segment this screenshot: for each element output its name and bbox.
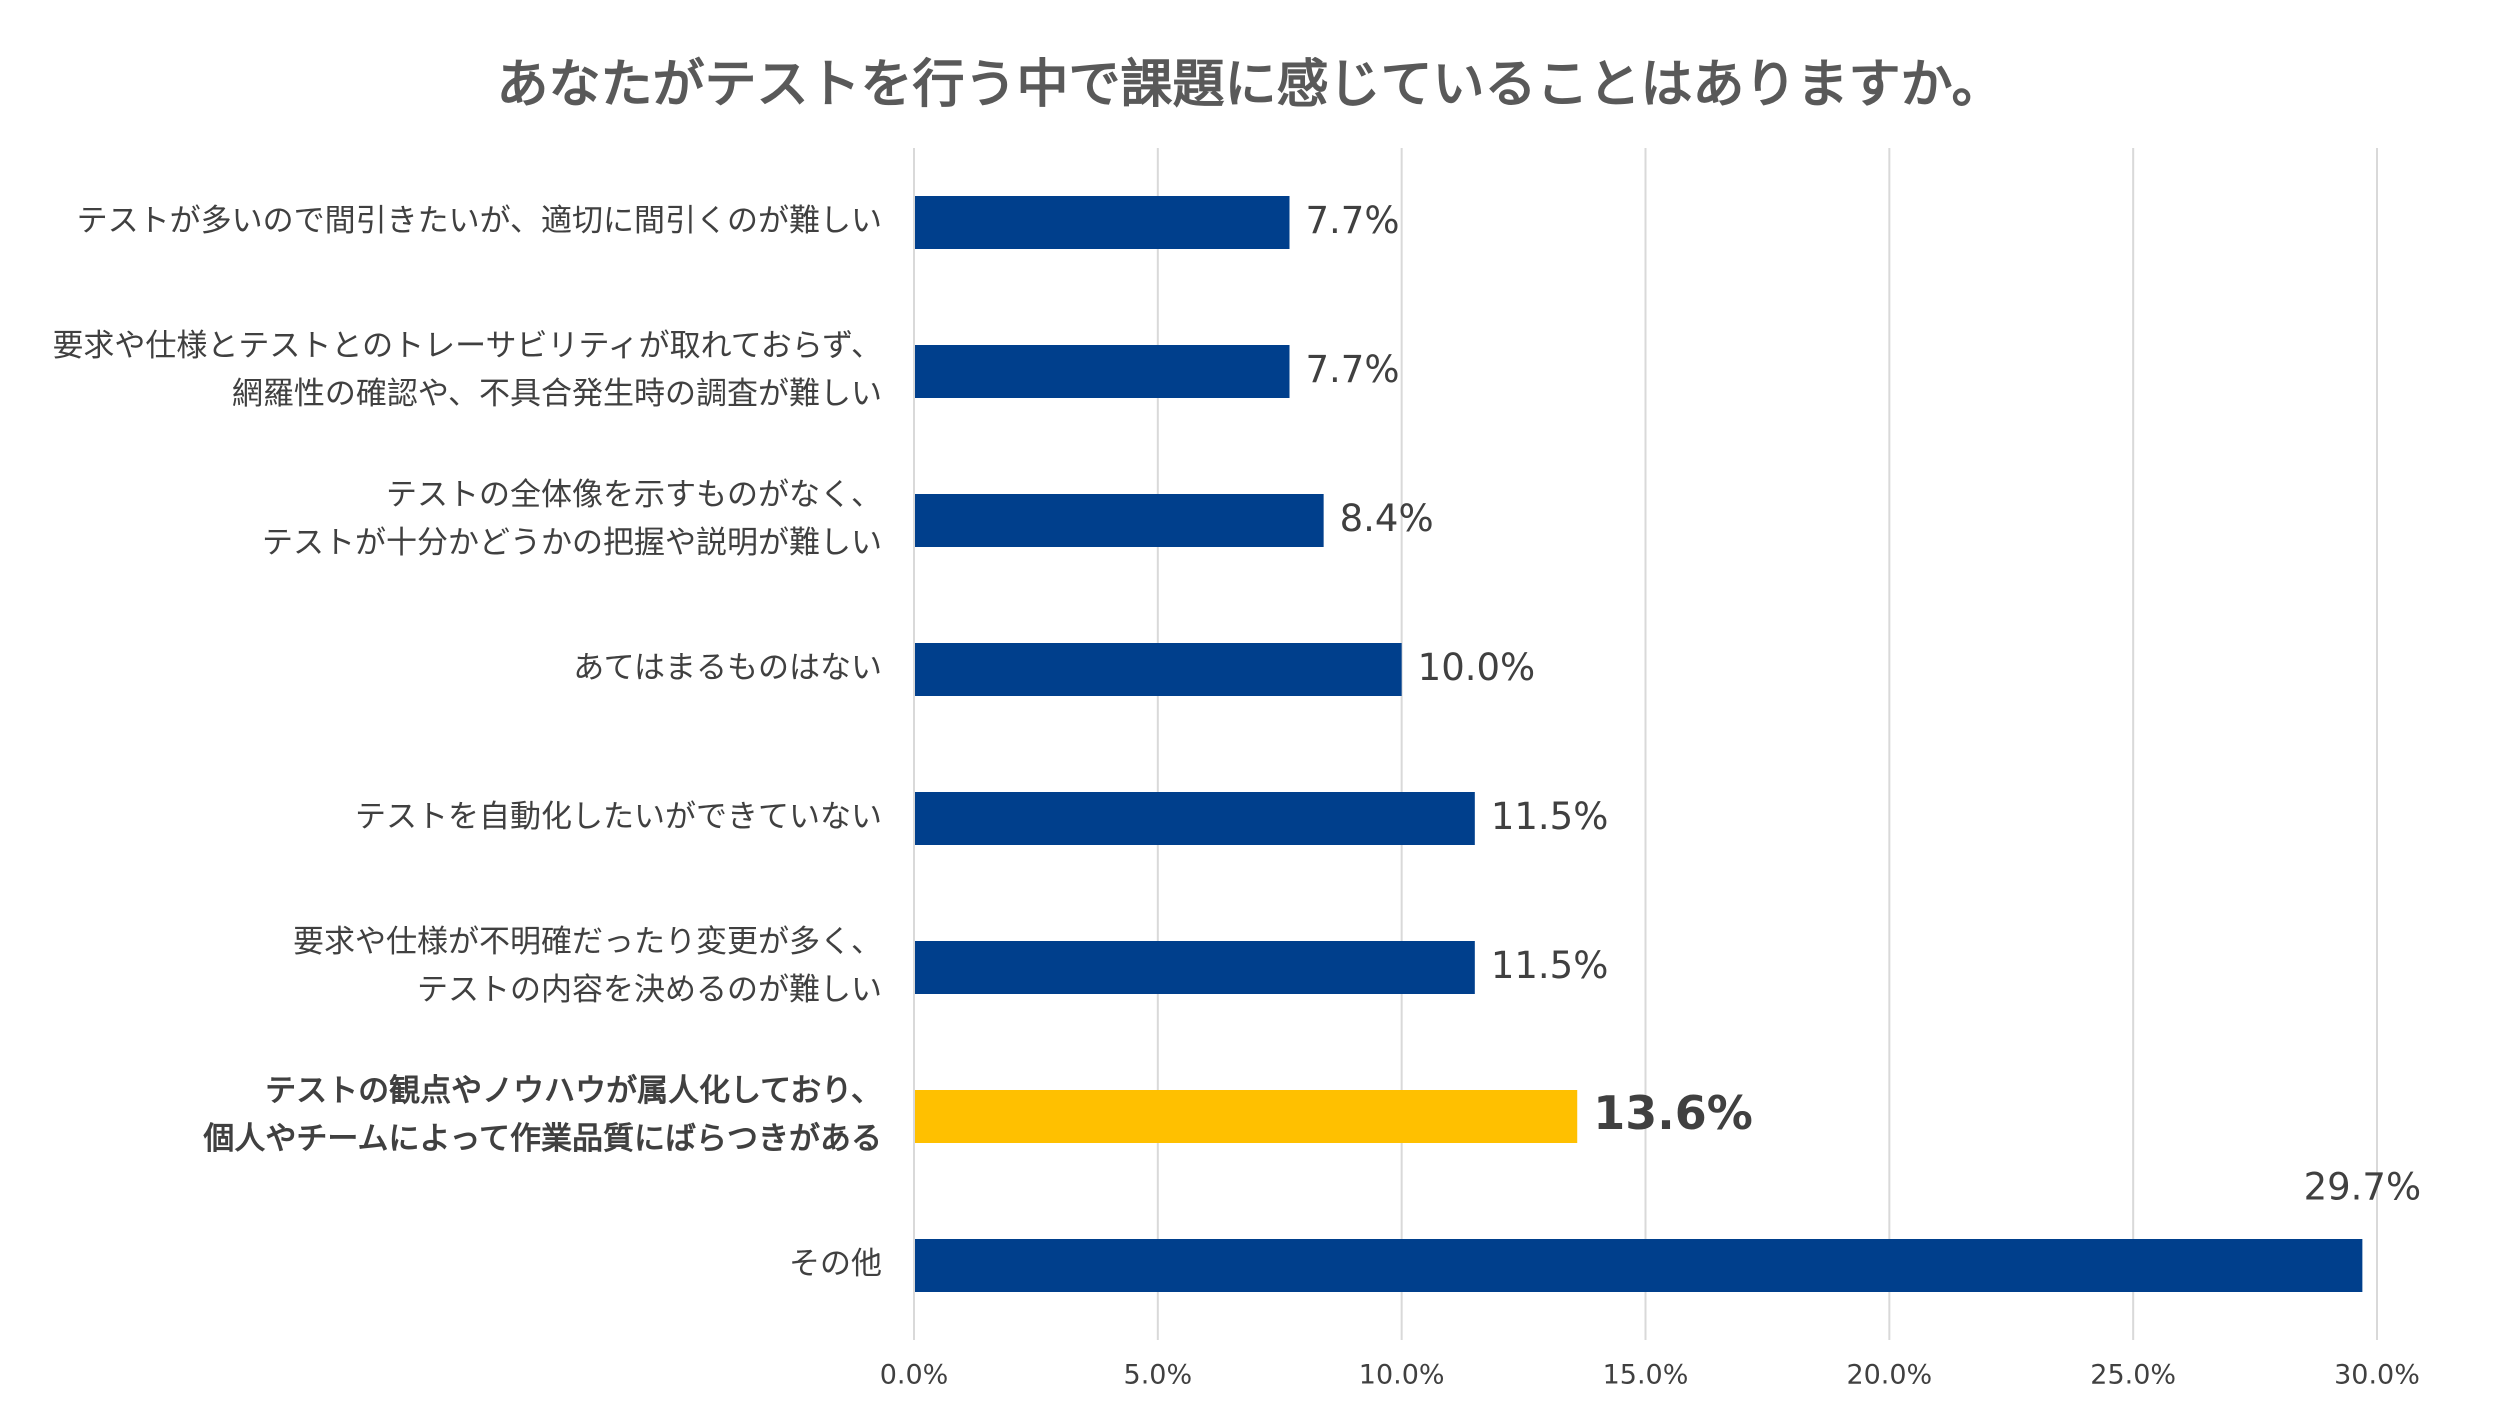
y-tick-label: テストが十分かどうかの把握や説明が難しい (262, 525, 882, 561)
x-tick-label: 25.0% (2090, 1360, 2176, 1391)
x-tick-label: 10.0% (1359, 1360, 1445, 1391)
data-label: 11.5% (1491, 795, 1609, 838)
data-label: 7.7% (1306, 199, 1400, 242)
y-tick-label: 網羅性の確認や、不具合発生時の調査が難しい (232, 376, 882, 412)
data-label: 8.4% (1340, 497, 1434, 540)
chart-title: あなたがテストを行う中で課題に感じていることはありますか。 (497, 55, 2004, 115)
x-tick-label: 0.0% (880, 1360, 949, 1391)
x-tick-label: 5.0% (1124, 1360, 1193, 1391)
bar (914, 643, 1402, 696)
data-label: 10.0% (1418, 646, 1536, 689)
data-label: 29.7% (2304, 1166, 2422, 1209)
bar (914, 494, 1324, 547)
y-tick-label: あてはまるものはない (573, 650, 882, 686)
y-tick-label: テストの全体像を示すものがなく、 (386, 477, 882, 513)
y-tick-label: テストが多いので間引きたいが、適切に間引くのが難しい (77, 203, 882, 239)
data-label: 13.6% (1593, 1086, 1753, 1140)
bar (914, 345, 1290, 398)
bar (914, 941, 1475, 994)
bar (914, 792, 1475, 845)
y-tick-label: 個人やチームによって作業品質にばらつきがある (202, 1121, 882, 1157)
y-tick-label: その他 (789, 1246, 882, 1282)
bar (914, 1090, 1578, 1143)
y-tick-label: テストの観点やノウハウが属人化しており、 (265, 1073, 882, 1109)
y-tick-label: テストを自動化したいができていない (355, 799, 882, 835)
x-tick-label: 20.0% (1846, 1360, 1932, 1391)
x-tick-label: 30.0% (2334, 1360, 2420, 1391)
y-tick-label: 要求や仕様とテストとのトレーサビリティが取れておらず、 (52, 328, 882, 364)
y-tick-label: 要求や仕様が不明確だったり変更が多く、 (293, 924, 882, 960)
y-tick-label: テストの内容を決めるのが難しい (417, 972, 882, 1008)
bar (914, 1239, 2363, 1292)
bar (914, 196, 1290, 249)
data-label: 7.7% (1306, 348, 1400, 391)
data-label: 11.5% (1491, 944, 1609, 987)
x-tick-label: 15.0% (1603, 1360, 1689, 1391)
